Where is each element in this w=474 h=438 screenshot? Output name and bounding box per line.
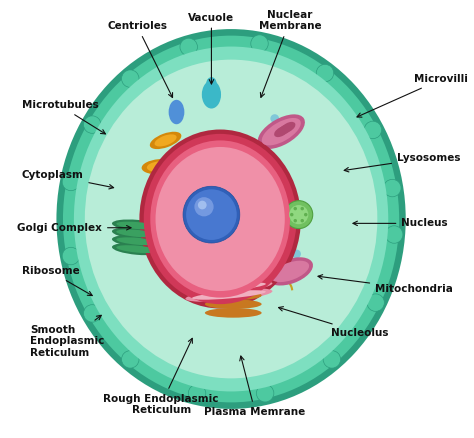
Text: Microtubules: Microtubules — [21, 100, 105, 134]
Ellipse shape — [166, 180, 182, 197]
Ellipse shape — [169, 100, 184, 124]
Circle shape — [251, 35, 268, 52]
Circle shape — [121, 70, 139, 87]
Ellipse shape — [258, 114, 305, 149]
Ellipse shape — [144, 134, 297, 304]
Ellipse shape — [192, 290, 266, 300]
Text: Rough Endoplasmic
Reticulum: Rough Endoplasmic Reticulum — [103, 338, 219, 415]
Circle shape — [293, 219, 297, 223]
Text: Vacuole: Vacuole — [188, 13, 235, 84]
Ellipse shape — [192, 267, 266, 276]
Ellipse shape — [155, 147, 285, 291]
Ellipse shape — [112, 243, 163, 255]
Text: Golgi Complex: Golgi Complex — [17, 223, 131, 233]
Ellipse shape — [205, 290, 262, 300]
Circle shape — [188, 385, 206, 402]
Circle shape — [256, 385, 274, 402]
Ellipse shape — [262, 118, 301, 145]
Circle shape — [385, 226, 403, 243]
Ellipse shape — [63, 35, 399, 403]
Circle shape — [183, 186, 240, 243]
Circle shape — [194, 197, 214, 216]
Circle shape — [180, 38, 198, 56]
Ellipse shape — [139, 130, 301, 308]
Ellipse shape — [85, 60, 377, 378]
Ellipse shape — [274, 126, 289, 137]
Ellipse shape — [278, 124, 292, 135]
Text: Ribosome: Ribosome — [21, 266, 92, 296]
Ellipse shape — [185, 272, 273, 286]
Circle shape — [292, 250, 301, 258]
Circle shape — [62, 247, 80, 265]
Text: Lysosomes: Lysosomes — [344, 153, 460, 172]
Circle shape — [83, 116, 101, 133]
Ellipse shape — [185, 288, 273, 302]
Circle shape — [174, 228, 183, 237]
Circle shape — [198, 201, 207, 209]
Text: Smooth
Endoplasmic
Reticulum: Smooth Endoplasmic Reticulum — [30, 315, 105, 358]
Ellipse shape — [112, 227, 163, 240]
Text: Centrioles: Centrioles — [107, 21, 173, 98]
Circle shape — [289, 205, 309, 224]
Ellipse shape — [185, 280, 273, 294]
Text: Plasma Memrane: Plasma Memrane — [204, 356, 306, 417]
Ellipse shape — [116, 222, 158, 230]
Circle shape — [364, 121, 382, 139]
Ellipse shape — [116, 245, 158, 253]
Circle shape — [301, 219, 304, 223]
Circle shape — [304, 213, 308, 216]
Circle shape — [367, 294, 384, 311]
Circle shape — [293, 207, 297, 210]
Circle shape — [285, 201, 313, 229]
Ellipse shape — [202, 81, 221, 109]
Ellipse shape — [281, 122, 295, 133]
Ellipse shape — [142, 159, 176, 174]
Circle shape — [121, 351, 139, 368]
Ellipse shape — [56, 29, 406, 409]
Ellipse shape — [206, 77, 217, 90]
Ellipse shape — [112, 219, 163, 232]
Text: Nucleus: Nucleus — [353, 219, 448, 228]
Ellipse shape — [176, 145, 194, 154]
Ellipse shape — [173, 142, 198, 156]
Ellipse shape — [155, 134, 177, 146]
Ellipse shape — [150, 141, 290, 297]
Text: Nucleolus: Nucleolus — [279, 307, 389, 338]
Circle shape — [248, 272, 257, 280]
Circle shape — [186, 189, 237, 240]
Text: Microvilli: Microvilli — [357, 74, 468, 117]
Ellipse shape — [116, 230, 158, 237]
Circle shape — [290, 213, 293, 216]
Circle shape — [62, 173, 80, 191]
Ellipse shape — [185, 265, 273, 278]
Ellipse shape — [205, 308, 262, 318]
Ellipse shape — [271, 261, 309, 282]
Ellipse shape — [192, 283, 266, 292]
Circle shape — [83, 305, 101, 322]
Ellipse shape — [74, 46, 388, 392]
Circle shape — [316, 64, 334, 82]
Ellipse shape — [112, 235, 163, 247]
Circle shape — [383, 179, 401, 197]
Text: Mitochondria: Mitochondria — [318, 275, 453, 294]
Ellipse shape — [267, 257, 313, 286]
Circle shape — [323, 351, 341, 368]
Circle shape — [301, 207, 304, 210]
Ellipse shape — [116, 237, 158, 245]
Ellipse shape — [147, 161, 171, 172]
Ellipse shape — [150, 132, 182, 149]
Ellipse shape — [163, 176, 185, 201]
Text: Nuclear
Membrane: Nuclear Membrane — [259, 10, 321, 97]
Text: Cytoplasm: Cytoplasm — [21, 170, 114, 189]
Ellipse shape — [192, 275, 266, 284]
Circle shape — [270, 114, 279, 123]
Ellipse shape — [205, 299, 262, 309]
